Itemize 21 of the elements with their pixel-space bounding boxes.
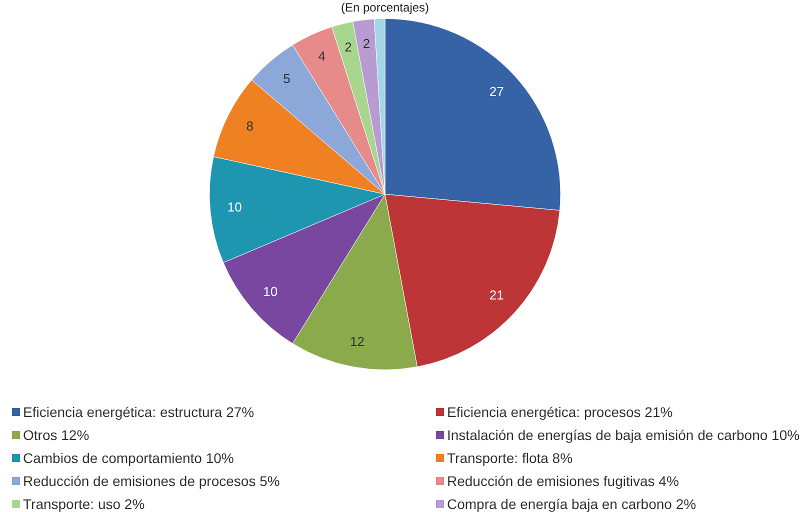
data-label: 8 [246, 118, 254, 134]
legend-label: Compra de energía baja en carbono 2% [447, 496, 696, 512]
data-label: 2 [362, 36, 370, 51]
legend-label: Eficiencia energética: estructura 27% [23, 404, 254, 420]
legend-label: Otros 12% [23, 426, 90, 442]
legend-label: Reducción de emisiones fugitivas 4% [447, 472, 679, 488]
data-label: 10 [227, 200, 242, 215]
legend-label: Transporte: flota 8% [447, 450, 573, 466]
data-label: 12 [350, 334, 364, 350]
legend-label: Reducción de emisiones de procesos 5% [23, 472, 280, 488]
data-label: 4 [318, 48, 326, 64]
legend-label: Eficiencia energética: procesos 21% [447, 404, 673, 420]
legend-label: Cambios de comportamiento 10% [23, 450, 234, 466]
chart-title: (En porcentajes) [340, 0, 430, 15]
legend-label: Instalación de energías de baja emisión de carbono 10% [447, 426, 800, 442]
data-label: 21 [489, 287, 504, 302]
data-label: 27 [489, 84, 504, 100]
data-label: 10 [263, 284, 278, 300]
data-label: 2 [344, 39, 352, 54]
legend-label: Transporte: uso 2% [23, 496, 145, 512]
data-label: 5 [283, 71, 290, 86]
